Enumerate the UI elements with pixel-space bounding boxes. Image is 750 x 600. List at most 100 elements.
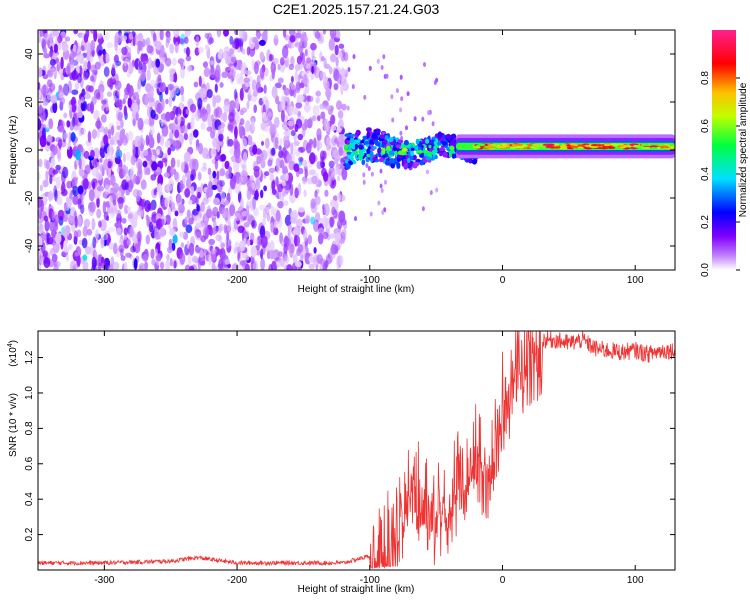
spectrogram-cell	[277, 63, 281, 71]
spectrogram-cell	[185, 108, 190, 115]
y-tick-label: 20	[24, 96, 35, 108]
spectrogram-cell	[200, 106, 206, 118]
spectrogram-cell	[358, 146, 364, 150]
x-tick-label: 100	[627, 275, 644, 286]
spectrogram-cell	[275, 176, 279, 187]
spectrogram-cell	[271, 147, 276, 156]
spectrogram-cell	[251, 219, 257, 229]
spectrogram-cell	[599, 147, 609, 150]
spectrogram-cell	[99, 157, 103, 163]
spectrogram-cell	[167, 147, 172, 156]
spectrogram-cell	[114, 40, 118, 52]
spectrogram-cell	[376, 128, 381, 134]
spectrogram-y-axis: -40 -20 0 20 40	[24, 48, 675, 253]
spectrogram-cell	[315, 96, 320, 104]
spectrogram-cell	[66, 180, 73, 189]
spectrogram-cell	[176, 159, 181, 168]
spectrogram-cell	[295, 149, 301, 157]
spectrogram-cell	[101, 99, 107, 105]
spectrogram-cell	[256, 74, 261, 88]
spectrogram-cell	[388, 150, 394, 156]
spectrogram-cell	[317, 141, 323, 150]
spectrogram-cell	[333, 83, 339, 91]
spectrogram-cell	[161, 218, 165, 226]
spectrogram-cell	[277, 77, 284, 84]
spectrogram-cell	[132, 118, 136, 126]
spectrogram-cell	[164, 197, 170, 208]
spectrogram-cell	[423, 62, 426, 67]
spectrogram-cell	[316, 134, 322, 141]
spectrogram-cell	[263, 126, 270, 133]
spectrogram-cell	[150, 248, 155, 259]
spectrogram-cell	[141, 56, 149, 65]
spectrogram-cell	[126, 83, 131, 93]
spectrogram-cell	[363, 94, 367, 100]
spectrogram-cell	[233, 88, 238, 100]
spectrogram-cell	[634, 145, 644, 149]
spectrogram-cell	[78, 156, 82, 170]
spectrogram-cell	[102, 190, 108, 199]
spectrogram-cell	[161, 157, 168, 163]
spectrogram-cell	[112, 95, 117, 102]
spectrogram-cell	[63, 132, 68, 140]
spectrogram-cell	[329, 67, 333, 75]
spectrogram-cell	[38, 236, 43, 249]
spectrogram-cell	[330, 53, 337, 63]
spectrogram-cell	[122, 62, 129, 73]
spectrogram-cell	[215, 95, 221, 104]
spectrogram-cell	[66, 120, 71, 128]
spectrogram-cell	[137, 47, 140, 55]
spectrogram-cell	[341, 229, 347, 236]
spectrogram-cell	[241, 137, 247, 151]
spectrogram-cell	[377, 200, 381, 206]
spectrogram-cell	[500, 143, 508, 146]
spectrogram-cell	[232, 175, 237, 183]
spectrogram-cell	[132, 144, 136, 157]
spectrogram-cell	[136, 98, 141, 106]
spectrogram-cell	[116, 125, 121, 131]
spectrogram-cell	[186, 240, 190, 249]
spectrogram-cell	[197, 46, 204, 54]
spectrogram-cell	[274, 33, 278, 40]
spectrogram-cell	[96, 92, 101, 101]
spectrogram-cell	[295, 102, 303, 109]
spectrogram-cell	[45, 124, 50, 130]
spectrogram-cell	[290, 142, 294, 155]
spectrogram-cell	[373, 139, 378, 145]
spectrogram-cell	[105, 53, 110, 64]
spectrogram-cell	[197, 191, 202, 199]
spectrogram-cell	[165, 111, 171, 122]
spectrogram-cell	[279, 138, 283, 146]
spectrogram-cell	[261, 140, 264, 146]
spectrogram-cell	[206, 153, 211, 160]
spectrogram-cell	[83, 218, 91, 228]
spectrogram-cell	[39, 30, 44, 38]
spectrogram-cell	[103, 211, 109, 221]
spectrogram-cell	[308, 138, 314, 146]
spectrogram-cell	[91, 220, 96, 229]
spectrogram-cell	[82, 178, 89, 190]
spectrogram-cell	[260, 159, 266, 169]
spectrogram-cell	[317, 233, 324, 245]
spectrogram-cell	[61, 42, 69, 52]
spectrogram-cell	[246, 238, 251, 247]
spectrogram-cell	[103, 158, 110, 171]
spectrogram-cell	[204, 228, 209, 239]
spectrogram-cell	[169, 257, 173, 267]
spectrogram-cell	[98, 253, 103, 267]
spectrogram-cell	[337, 175, 341, 182]
spectrogram-cell	[156, 149, 160, 156]
spectrogram-cell	[169, 72, 174, 83]
spectrogram-cell	[288, 30, 296, 36]
spectrogram-cell	[113, 242, 118, 255]
spectrogram-cell	[390, 94, 394, 100]
spectrogram-cell	[148, 136, 155, 149]
spectrogram-cell	[38, 67, 43, 78]
x-tick-label: -300	[94, 275, 114, 286]
spectrogram-cell	[190, 117, 195, 129]
y-tick-label: 40	[24, 48, 35, 60]
spectrogram-cell	[293, 163, 300, 172]
spectrogram-cell	[263, 185, 267, 192]
spectrogram-cell	[295, 118, 303, 129]
spectrogram-cell	[330, 171, 336, 181]
